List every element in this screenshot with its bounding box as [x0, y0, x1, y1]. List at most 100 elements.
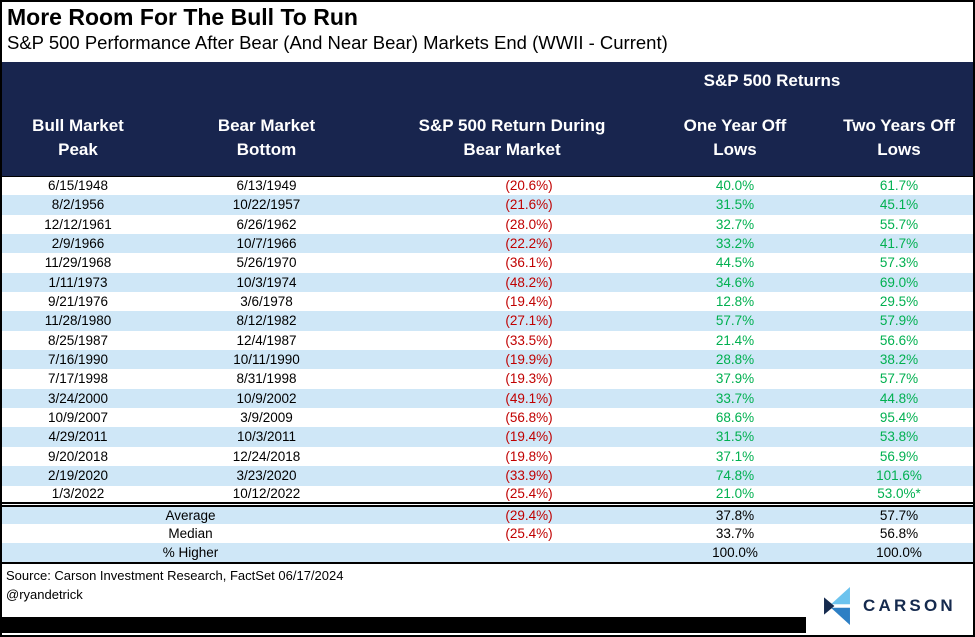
bear-market-return: (19.9%) — [379, 350, 645, 370]
bear-market-return: (56.8%) — [379, 408, 645, 428]
bear-bottom-date: 8/12/1982 — [154, 311, 379, 331]
bear-market-return: (20.6%) — [379, 176, 645, 196]
bear-bottom-date: 3/6/1978 — [154, 292, 379, 312]
one-year-return: 37.9% — [645, 369, 825, 389]
two-year-return: 95.4% — [825, 408, 973, 428]
two-year-return: 56.9% — [825, 446, 973, 467]
table-row: 1/11/1973 10/3/1974 (48.2%) 34.6% 69.0% — [2, 272, 973, 293]
one-year-return: 28.8% — [645, 350, 825, 370]
summary-two-year: 56.8% — [825, 524, 973, 544]
two-year-return: 44.8% — [825, 388, 973, 409]
bull-peak-date: 3/24/2000 — [2, 388, 154, 409]
bull-peak-date: 8/2/1956 — [2, 195, 154, 215]
bull-peak-date: 11/28/1980 — [2, 311, 154, 331]
bull-peak-date: 1/3/2022 — [2, 485, 154, 505]
bear-market-return: (33.5%) — [379, 330, 645, 351]
bear-bottom-date: 10/3/1974 — [154, 272, 379, 293]
summary-label: Average — [2, 502, 379, 525]
one-year-return: 31.5% — [645, 427, 825, 447]
table-row: 10/9/2007 3/9/2009 (56.8%) 68.6% 95.4% — [2, 408, 973, 428]
summary-row: % Higher 100.0% 100.0% — [2, 543, 973, 564]
one-year-return: 57.7% — [645, 311, 825, 331]
column-header-1: Bull Market Peak — [2, 100, 154, 177]
bull-peak-date: 2/9/1966 — [2, 234, 154, 254]
table-row: 8/2/1956 10/22/1957 (21.6%) 31.5% 45.1% — [2, 195, 973, 215]
bear-bottom-date: 5/26/1970 — [154, 253, 379, 273]
one-year-return: 12.8% — [645, 292, 825, 312]
summary-row: Median (25.4%) 33.7% 56.8% — [2, 524, 973, 544]
bear-market-return: (25.4%) — [379, 485, 645, 505]
bull-peak-date: 12/12/1961 — [2, 214, 154, 235]
two-year-return: 57.9% — [825, 311, 973, 331]
two-year-return: 69.0% — [825, 272, 973, 293]
summary-bear-return: (29.4%) — [379, 502, 645, 525]
one-year-return: 33.2% — [645, 234, 825, 254]
table-row: 9/20/2018 12/24/2018 (19.8%) 37.1% 56.9% — [2, 446, 973, 467]
bear-market-return: (19.8%) — [379, 446, 645, 467]
one-year-return: 32.7% — [645, 214, 825, 235]
bull-peak-date: 1/11/1973 — [2, 272, 154, 293]
group-header-spacer — [2, 62, 645, 100]
group-header-row: S&P 500 Returns — [2, 62, 973, 100]
bear-bottom-date: 3/23/2020 — [154, 466, 379, 486]
column-header-4: One Year Off Lows — [645, 100, 825, 177]
table-row: 8/25/1987 12/4/1987 (33.5%) 21.4% 56.6% — [2, 330, 973, 351]
bear-market-return: (28.0%) — [379, 214, 645, 235]
summary-one-year: 33.7% — [645, 524, 825, 544]
bull-peak-date: 11/29/1968 — [2, 253, 154, 273]
one-year-return: 33.7% — [645, 388, 825, 409]
table-row: 11/29/1968 5/26/1970 (36.1%) 44.5% 57.3% — [2, 253, 973, 273]
bear-bottom-date: 10/3/2011 — [154, 427, 379, 447]
column-header-5: Two Years Off Lows — [825, 100, 973, 177]
summary-bear-return — [379, 543, 645, 564]
bear-market-return: (19.4%) — [379, 292, 645, 312]
table-row: 3/24/2000 10/9/2002 (49.1%) 33.7% 44.8% — [2, 388, 973, 409]
one-year-return: 21.4% — [645, 330, 825, 351]
performance-table: S&P 500 Returns Bull Market Peak Bear Mar… — [2, 62, 973, 564]
two-year-return: 53.0%* — [825, 485, 973, 505]
two-year-return: 57.7% — [825, 369, 973, 389]
bear-market-return: (36.1%) — [379, 253, 645, 273]
bear-bottom-date: 10/22/1957 — [154, 195, 379, 215]
summary-row: Average (29.4%) 37.8% 57.7% — [2, 502, 973, 525]
table-row: 11/28/1980 8/12/1982 (27.1%) 57.7% 57.9% — [2, 311, 973, 331]
source-text: Source: Carson Investment Research, Fact… — [6, 567, 344, 583]
bear-bottom-date: 8/31/1998 — [154, 369, 379, 389]
bear-bottom-date: 3/9/2009 — [154, 408, 379, 428]
one-year-return: 68.6% — [645, 408, 825, 428]
summary-one-year: 100.0% — [645, 543, 825, 564]
two-year-return: 101.6% — [825, 466, 973, 486]
bear-bottom-date: 10/7/1966 — [154, 234, 379, 254]
bull-peak-date: 2/19/2020 — [2, 466, 154, 486]
carson-logo-mark-icon — [824, 587, 850, 625]
two-year-return: 56.6% — [825, 330, 973, 351]
two-year-return: 38.2% — [825, 350, 973, 370]
table-row: 7/17/1998 8/31/1998 (19.3%) 37.9% 57.7% — [2, 369, 973, 389]
one-year-return: 34.6% — [645, 272, 825, 293]
column-header-2: Bear Market Bottom — [154, 100, 379, 177]
bull-peak-date: 10/9/2007 — [2, 408, 154, 428]
bear-market-return: (21.6%) — [379, 195, 645, 215]
one-year-return: 44.5% — [645, 253, 825, 273]
bear-bottom-date: 10/9/2002 — [154, 388, 379, 409]
bear-bottom-date: 6/13/1949 — [154, 176, 379, 196]
title-area: More Room For The Bull To Run S&P 500 Pe… — [2, 2, 973, 62]
summary-two-year: 100.0% — [825, 543, 973, 564]
bear-bottom-date: 6/26/1962 — [154, 214, 379, 235]
bear-market-return: (19.3%) — [379, 369, 645, 389]
two-year-return: 57.3% — [825, 253, 973, 273]
bull-peak-date: 9/20/2018 — [2, 446, 154, 467]
two-year-return: 61.7% — [825, 176, 973, 196]
table-row: 2/9/1966 10/7/1966 (22.2%) 33.2% 41.7% — [2, 234, 973, 254]
two-year-return: 41.7% — [825, 234, 973, 254]
bear-market-return: (19.4%) — [379, 427, 645, 447]
bear-market-return: (22.2%) — [379, 234, 645, 254]
summary-bear-return: (25.4%) — [379, 524, 645, 544]
bull-peak-date: 6/15/1948 — [2, 176, 154, 196]
one-year-return: 37.1% — [645, 446, 825, 467]
carson-wordmark: CARSON — [863, 596, 956, 615]
chart-subtitle: S&P 500 Performance After Bear (And Near… — [7, 31, 668, 53]
table-row: 9/21/1976 3/6/1978 (19.4%) 12.8% 29.5% — [2, 292, 973, 312]
bear-market-return: (49.1%) — [379, 388, 645, 409]
